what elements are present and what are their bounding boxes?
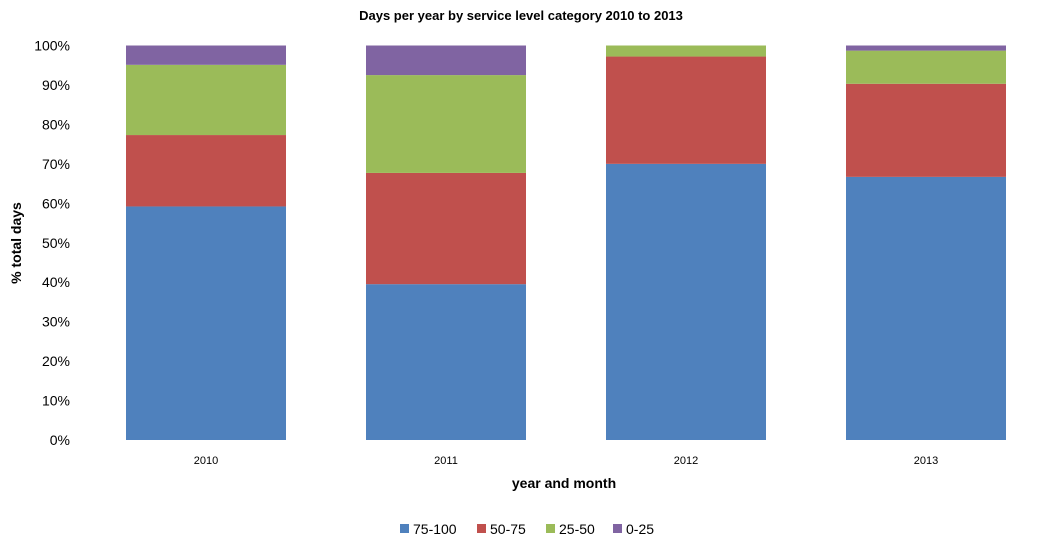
bar-segment-2011-25-50 (366, 75, 526, 173)
legend-item: 0-25 (613, 521, 654, 537)
bar-segment-2012-50-75 (606, 56, 766, 164)
x-axis-label: year and month (512, 475, 616, 491)
x-tick-label: 2010 (194, 455, 218, 467)
legend-label: 0-25 (626, 521, 654, 537)
bar-segment-2010-0-25 (126, 45, 286, 65)
legend-label: 50-75 (490, 521, 526, 537)
y-tick-label: 0% (50, 432, 70, 448)
legend-label: 25-50 (559, 521, 595, 537)
legend-swatch (400, 524, 409, 533)
legend-swatch (477, 524, 486, 533)
legend-item: 50-75 (477, 521, 526, 537)
y-tick-label: 80% (42, 116, 70, 132)
bar-segment-2013-75-100 (846, 176, 1006, 440)
legend-swatch (546, 524, 555, 533)
y-tick-label: 20% (42, 353, 70, 369)
chart-title: Days per year by service level category … (359, 8, 683, 23)
x-tick-label: 2011 (434, 455, 458, 467)
y-tick-label: 40% (42, 274, 70, 290)
bar-segment-2013-50-75 (846, 83, 1006, 177)
y-tick-label: 50% (42, 235, 70, 251)
bar-segment-2013-0-25 (846, 45, 1006, 51)
bar-segment-2011-0-25 (366, 45, 526, 76)
legend-item: 25-50 (546, 521, 595, 537)
y-tick-label: 100% (34, 38, 70, 54)
legend-item: 75-100 (400, 521, 457, 537)
y-tick-label: 70% (42, 156, 70, 172)
y-axis-label: % total days (8, 202, 24, 284)
bar-segment-2010-75-100 (126, 206, 286, 440)
legend-swatch (613, 524, 622, 533)
bar-segment-2012-25-50 (606, 45, 766, 57)
y-tick-label: 10% (42, 393, 70, 409)
bar-segment-2011-50-75 (366, 172, 526, 285)
x-tick-label: 2012 (674, 455, 698, 467)
bar-segment-2013-25-50 (846, 50, 1006, 84)
bar-segment-2010-50-75 (126, 135, 286, 207)
x-tick-label: 2013 (914, 455, 938, 467)
bar-segment-2012-75-100 (606, 163, 766, 440)
bar-segment-2010-25-50 (126, 64, 286, 136)
bar-segment-2011-75-100 (366, 284, 526, 440)
y-tick-label: 90% (42, 77, 70, 93)
legend-label: 75-100 (413, 521, 457, 537)
y-tick-label: 60% (42, 195, 70, 211)
y-tick-label: 30% (42, 314, 70, 330)
